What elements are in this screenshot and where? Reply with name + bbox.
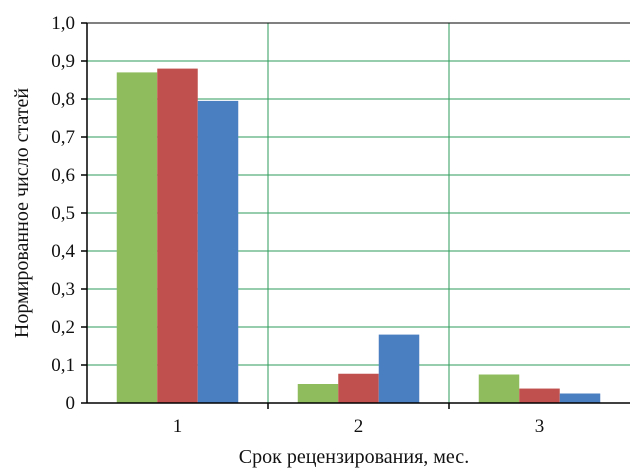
y-tick-label: 0,7: [51, 127, 75, 148]
y-tick-label: 0,5: [51, 203, 75, 224]
x-tick-label: 1: [173, 416, 183, 437]
y-tick-label: 0,2: [51, 317, 75, 338]
y-axis-title: Нормированное число статей: [11, 88, 33, 339]
y-tick-label: 0,1: [51, 355, 75, 376]
bar-cat-3-series-2: [519, 388, 560, 403]
y-tick-label: 0: [66, 393, 76, 414]
y-tick-labels: 0 0,1 0,2 0,3 0,4 0,5 0,6 0,7 0,8 0,9 1,0: [51, 13, 75, 414]
bar-cat-1-series-1: [116, 72, 158, 404]
bar-cat-2-series-3: [378, 334, 420, 403]
bar-cat-1-series-3: [197, 100, 239, 404]
bar-cat-2-series-1: [297, 384, 339, 403]
x-tick-labels: 1 2 3: [173, 416, 545, 437]
y-tick-label: 0,4: [51, 241, 75, 262]
bar-cat-1-series-2: [157, 68, 198, 403]
x-axis-title: Срок рецензирования, мес.: [239, 446, 469, 468]
y-tick-label: 0,8: [51, 89, 75, 110]
y-tick-label: 0,3: [51, 279, 75, 300]
axes: [81, 22, 630, 409]
y-tick-label: 1,0: [51, 13, 75, 34]
bar-cat-3-series-1: [478, 374, 520, 403]
x-tick-label: 2: [354, 416, 364, 437]
bar-cat-2-series-2: [338, 373, 379, 403]
bars: [116, 68, 601, 404]
x-tick-label: 3: [535, 416, 545, 437]
bar-cat-3-series-3: [559, 393, 601, 403]
y-tick-label: 0,6: [51, 165, 75, 186]
y-tick-label: 0,9: [51, 51, 75, 72]
